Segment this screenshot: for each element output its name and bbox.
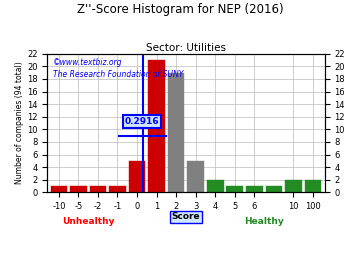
Y-axis label: Number of companies (94 total): Number of companies (94 total) bbox=[15, 62, 24, 184]
Text: 0.2916: 0.2916 bbox=[125, 117, 159, 126]
Text: Healthy: Healthy bbox=[244, 217, 284, 226]
Bar bbox=[246, 186, 262, 193]
Bar bbox=[148, 60, 165, 193]
Bar bbox=[109, 186, 126, 193]
Text: Unhealthy: Unhealthy bbox=[62, 217, 114, 226]
Bar bbox=[168, 73, 184, 193]
Bar bbox=[90, 186, 106, 193]
Text: The Research Foundation of SUNY: The Research Foundation of SUNY bbox=[53, 70, 183, 79]
Bar bbox=[70, 186, 87, 193]
X-axis label: Score: Score bbox=[172, 212, 200, 221]
Bar bbox=[50, 186, 67, 193]
Bar bbox=[226, 186, 243, 193]
Bar bbox=[266, 186, 282, 193]
Bar bbox=[285, 180, 302, 193]
Bar bbox=[207, 180, 224, 193]
Bar bbox=[187, 161, 204, 193]
Text: ©www.textbiz.org: ©www.textbiz.org bbox=[53, 58, 122, 67]
Title: Sector: Utilities: Sector: Utilities bbox=[146, 43, 226, 53]
Bar bbox=[305, 180, 321, 193]
Text: Z''-Score Histogram for NEP (2016): Z''-Score Histogram for NEP (2016) bbox=[77, 3, 283, 16]
Bar bbox=[129, 161, 145, 193]
